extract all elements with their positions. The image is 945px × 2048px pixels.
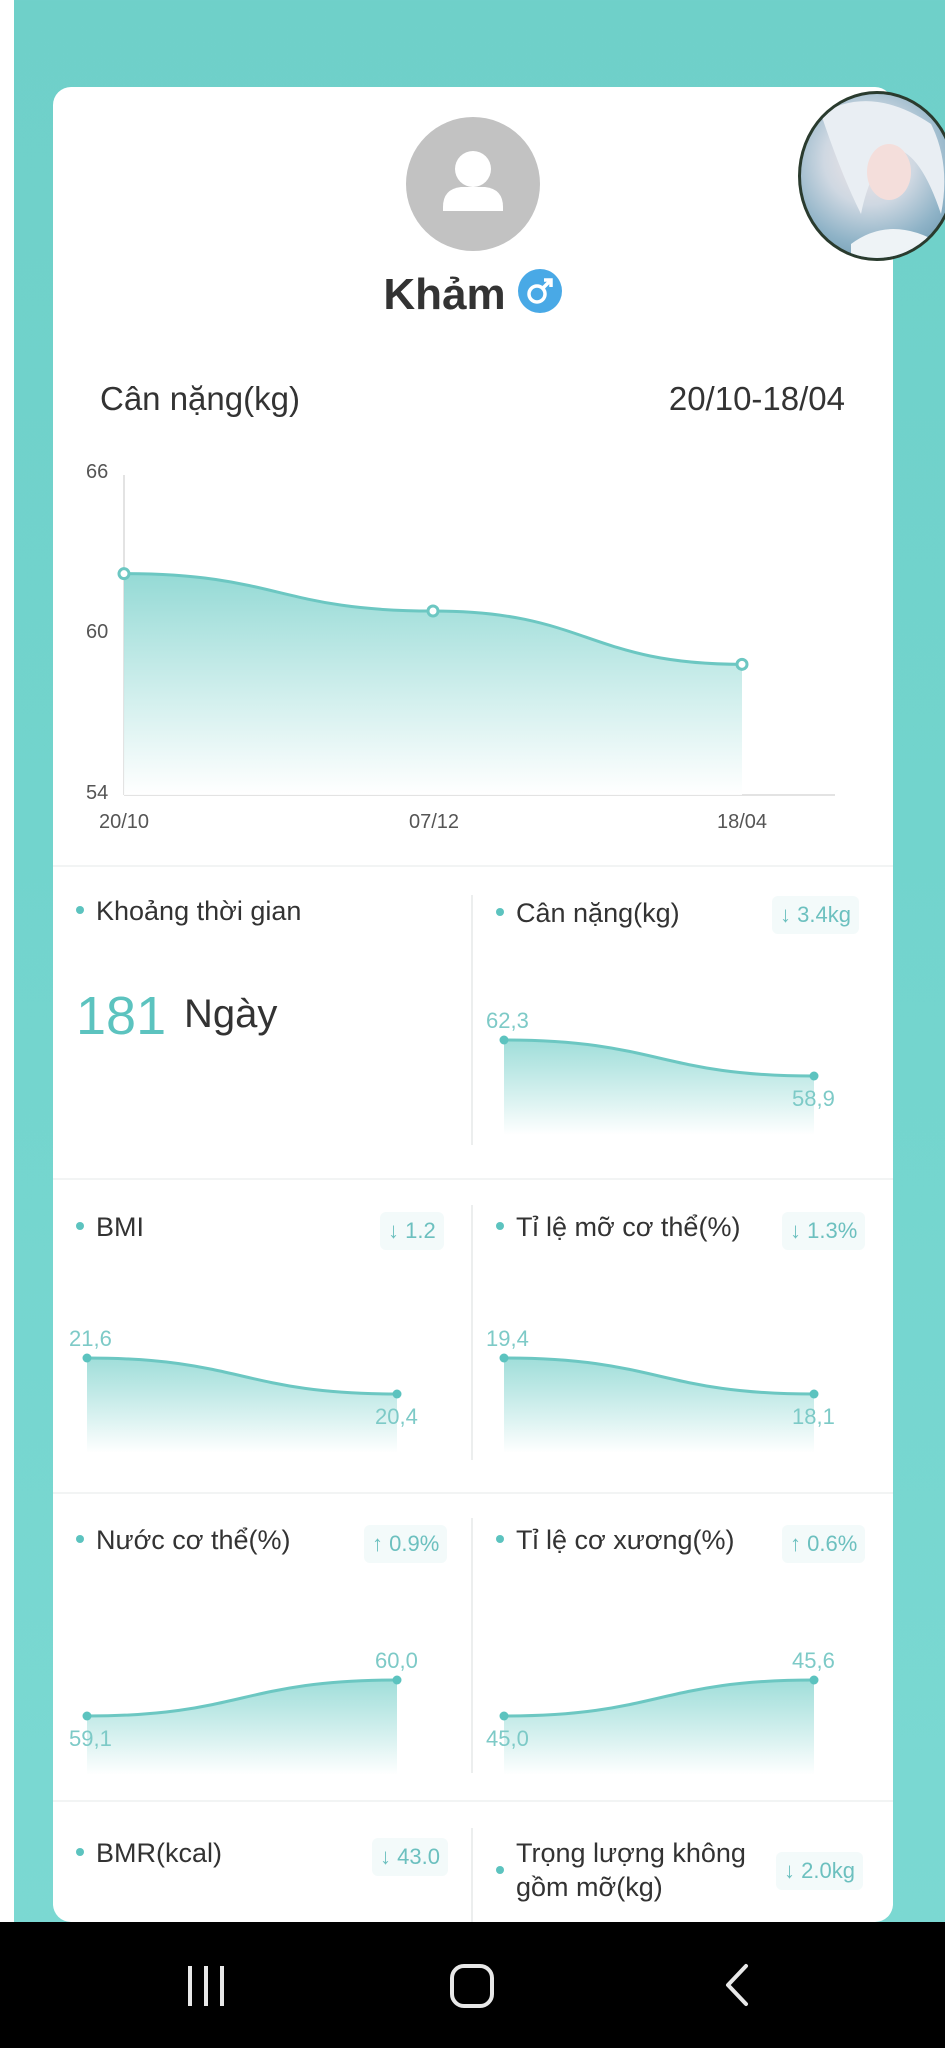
mini-chart-start-label: 19,4 [486,1326,529,1351]
mini-chart-line [86,1678,398,1718]
mini-chart-start-label: 59,1 [69,1726,112,1751]
bullet-dot [496,908,504,916]
body-fat-change-badge: ↓ 1.3% [782,1212,866,1250]
male-gender-icon [517,269,562,313]
x-tick-label: 18/04 [717,811,767,833]
lean-mass-change-badge: ↓ 2.0kg [776,1852,863,1890]
duration-unit: Ngày [184,992,278,1036]
bullet-dot [76,906,84,914]
mini-chart-point [809,1675,819,1685]
bmi-change-badge: ↓ 1.2 [380,1212,444,1250]
bmi-title: BMI [76,1212,144,1243]
mini-chart-point [809,1389,819,1399]
mini-chart-area [87,1358,397,1453]
y-tick-label: 60 [86,621,108,643]
user-avatar[interactable] [406,117,540,251]
weight-stat-title: Cân nặng(kg) [496,898,680,929]
duration-value: 181 [76,986,167,1046]
body-fat-mini-chart: 19,4 18,1 [486,1326,835,1453]
mini-chart-area [504,1358,814,1453]
mini-chart-end-label: 20,4 [375,1404,418,1429]
bullet-dot [496,1222,504,1230]
body-fat-title: Tỉ lệ mỡ cơ thể(%) [496,1212,740,1243]
mini-chart-start-label: 21,6 [69,1326,112,1351]
body-water-title: Nước cơ thể(%) [76,1525,291,1556]
mini-chart-area [504,1040,814,1135]
profile-name: Khảm [383,270,506,319]
mini-chart-start-label: 45,0 [486,1726,529,1751]
mini-chart-area [87,1680,397,1775]
body-water-mini-chart: 59,1 60,0 [69,1648,418,1775]
mini-chart-end-label: 58,9 [792,1086,835,1111]
x-tick-label: 20/10 [99,811,149,833]
divider [471,1205,473,1460]
lean-mass-title: Trọng lượng không gồm mỡ(kg) [496,1836,746,1904]
weight-trend-chart: 66 60 54 20/10 07/12 18/04 [86,461,835,833]
mini-chart-line [503,1356,815,1396]
bullet-dot [496,1866,504,1874]
mini-chart-end-label: 45,6 [792,1648,835,1673]
mini-chart-point [82,1711,92,1721]
mini-chart-point [392,1675,402,1685]
mini-chart-end-label: 60,0 [375,1648,418,1673]
bullet-dot [76,1222,84,1230]
bmr-change-badge: ↓ 43.0 [372,1838,448,1876]
weight-data-point[interactable] [426,604,440,618]
duration-title: Khoảng thời gian [76,896,301,927]
mini-chart-point [82,1353,92,1363]
mini-chart-start-label: 62,3 [486,1008,529,1033]
muscle-mini-chart: 45,0 45,6 [486,1648,835,1775]
report-card [53,87,893,1922]
chart-metric-label: Cân nặng(kg) [100,380,300,417]
divider [53,1800,893,1802]
divider [471,895,473,1145]
body-water-change-badge: ↑ 0.9% [364,1525,448,1563]
muscle-title: Tỉ lệ cơ xương(%) [496,1525,735,1556]
chart-date-range[interactable]: 20/10-18/04 [668,380,845,417]
bullet-dot [76,1848,84,1856]
weight-data-point[interactable] [735,657,749,671]
weight-mini-chart: 62,3 58,9 [486,1008,835,1135]
bullet-dot [76,1535,84,1543]
divider [471,1828,473,1922]
person-icon [443,151,503,211]
mini-chart-line [503,1678,815,1718]
divider [53,1178,893,1180]
screen-edge [0,0,14,1922]
mini-chart-point [499,1711,509,1721]
divider [53,865,893,867]
profile-name-row: Khảm [0,269,945,320]
bmr-title: BMR(kcal) [76,1838,222,1869]
mini-chart-point [392,1389,402,1399]
back-button[interactable] [676,1922,796,2048]
floating-assistant-avatar[interactable] [798,91,945,261]
bmi-mini-chart: 21,6 20,4 [69,1326,418,1453]
recent-apps-button[interactable] [146,1922,266,2048]
back-icon [726,1964,748,2006]
home-icon [450,1964,494,2008]
muscle-change-badge: ↑ 0.6% [782,1525,866,1563]
mini-chart-line [86,1356,398,1396]
weight-data-point[interactable] [117,567,131,581]
mini-chart-area [504,1680,814,1775]
divider [471,1518,473,1773]
mini-chart-point [499,1353,509,1363]
weight-area [124,573,742,795]
divider [53,1492,893,1494]
home-button[interactable] [412,1922,532,2048]
recent-apps-icon [188,1966,224,2006]
mini-chart-end-label: 18,1 [792,1404,835,1429]
mini-chart-point [809,1071,819,1081]
y-tick-label: 54 [86,782,108,804]
bullet-dot [496,1535,504,1543]
mini-chart-line [503,1038,815,1078]
system-nav-bar [0,1922,945,2048]
weight-change-badge: ↓ 3.4kg [772,896,859,934]
x-tick-label: 07/12 [409,811,459,833]
y-tick-label: 66 [86,461,108,483]
mini-chart-point [499,1035,509,1045]
